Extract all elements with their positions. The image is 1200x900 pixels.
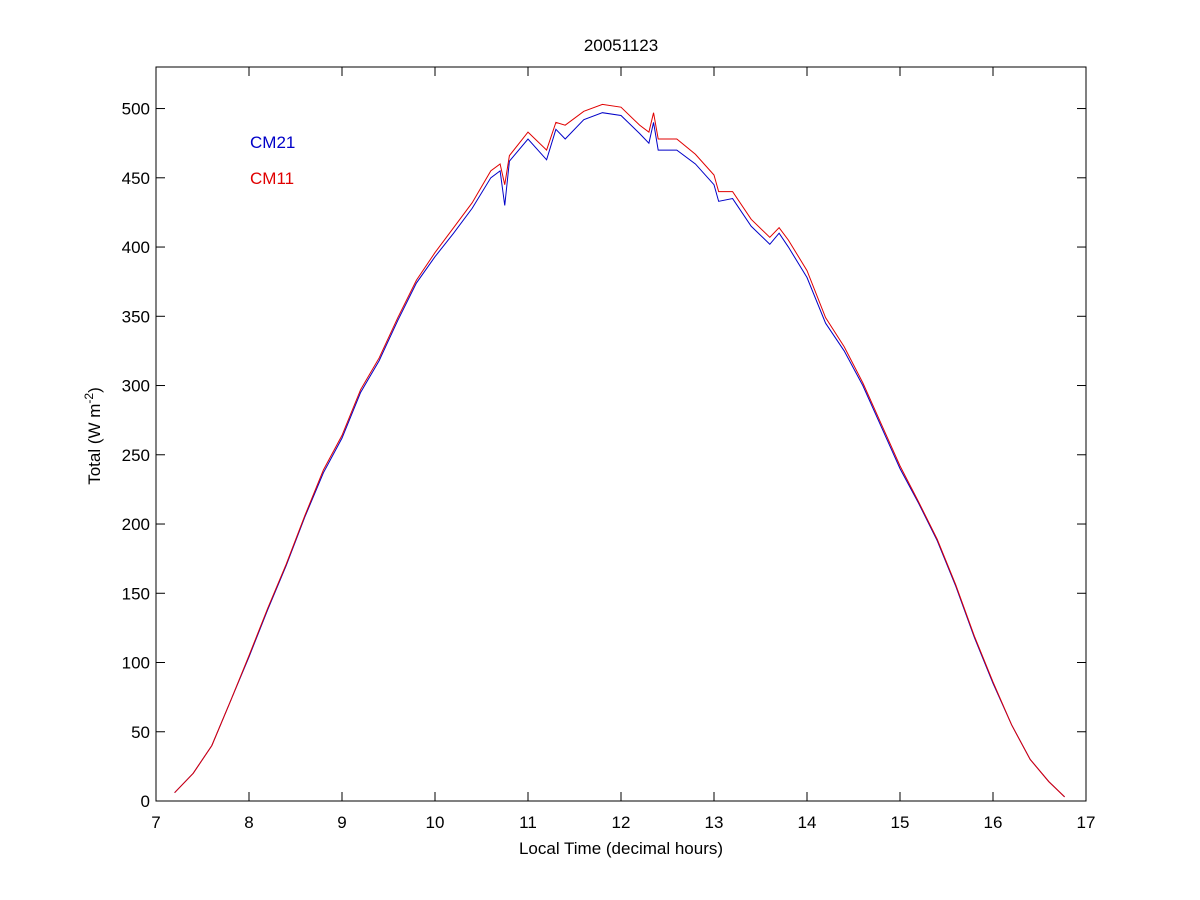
axes-box (155, 66, 1087, 802)
x-tick-label: 9 (337, 813, 346, 832)
x-tick-label: 17 (1077, 813, 1096, 832)
x-tick-label: 15 (891, 813, 910, 832)
y-label-sup: -2 (82, 393, 96, 404)
y-label-main: Total (W m (85, 404, 104, 485)
y-tick-label: 250 (122, 446, 150, 465)
chart-title: 20051123 (584, 36, 658, 55)
legend-entry: CM11 (250, 169, 294, 188)
y-tick-label: 400 (122, 238, 150, 257)
y-tick-label: 500 (122, 100, 150, 119)
x-tick-label: 11 (519, 813, 537, 832)
y-tick-label: 300 (122, 377, 150, 396)
series-line (174, 112, 1065, 798)
x-tick-label: 13 (705, 813, 724, 832)
x-tick-label: 12 (612, 813, 631, 832)
y-axis-label: Total (W m-2) (82, 387, 104, 485)
y-tick-label: 100 (122, 654, 150, 673)
x-tick-label: 16 (984, 813, 1003, 832)
y-tick-label: 150 (122, 584, 150, 603)
y-tick-label: 200 (122, 515, 150, 534)
series-line (174, 103, 1065, 798)
x-tick-label: 7 (151, 813, 160, 832)
x-tick-label: 14 (798, 813, 817, 832)
legend-entry: CM21 (250, 133, 295, 152)
y-label-close: ) (85, 387, 104, 393)
plot-area (156, 67, 1086, 801)
y-tick-label: 0 (141, 792, 150, 811)
x-tick-label: 10 (426, 813, 445, 832)
x-axis-label: Local Time (decimal hours) (519, 839, 723, 858)
y-tick-label: 50 (131, 723, 150, 742)
x-tick-label: 8 (244, 813, 253, 832)
y-tick-label: 450 (122, 169, 150, 188)
y-tick-label: 350 (122, 307, 150, 326)
